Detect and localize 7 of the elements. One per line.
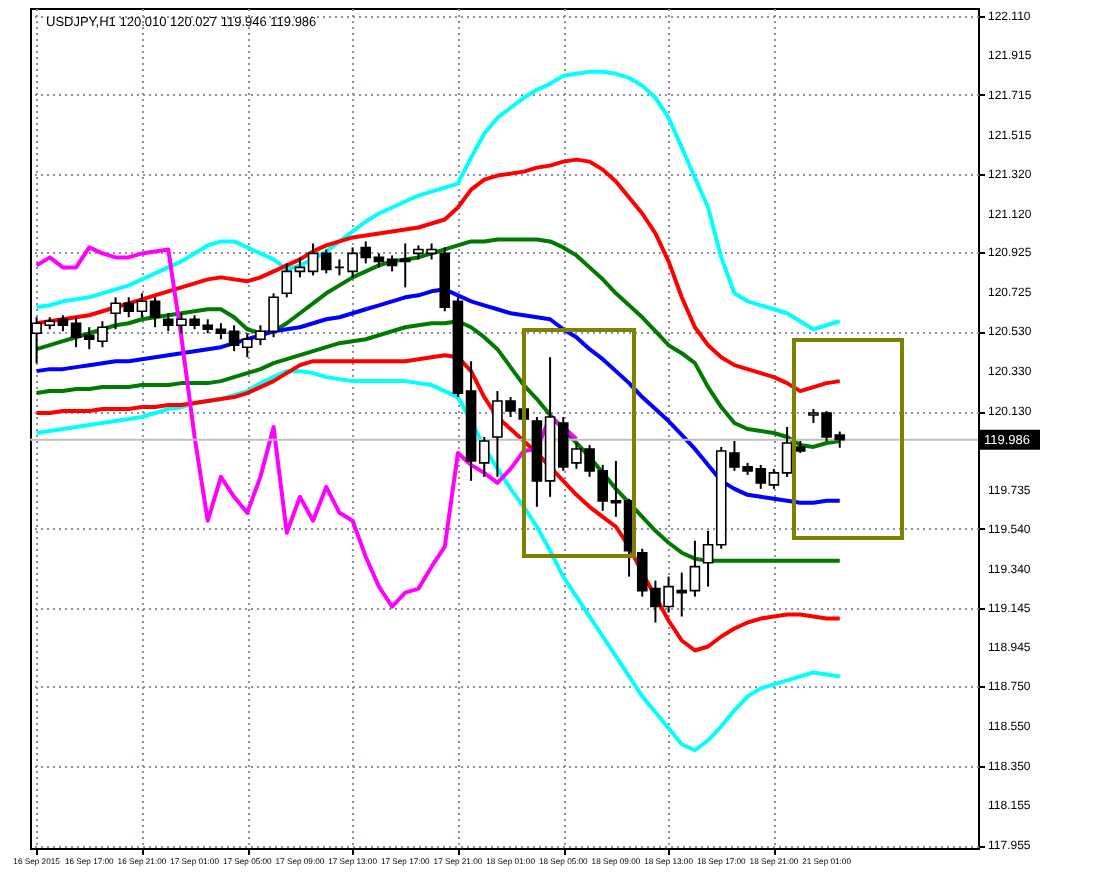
- line-series: [34, 69, 842, 332]
- line-series: [34, 157, 842, 394]
- line-series: [34, 353, 842, 653]
- line-series: [34, 287, 842, 505]
- line-series: [34, 319, 842, 563]
- line-series: [34, 245, 579, 609]
- line-series: [34, 369, 842, 753]
